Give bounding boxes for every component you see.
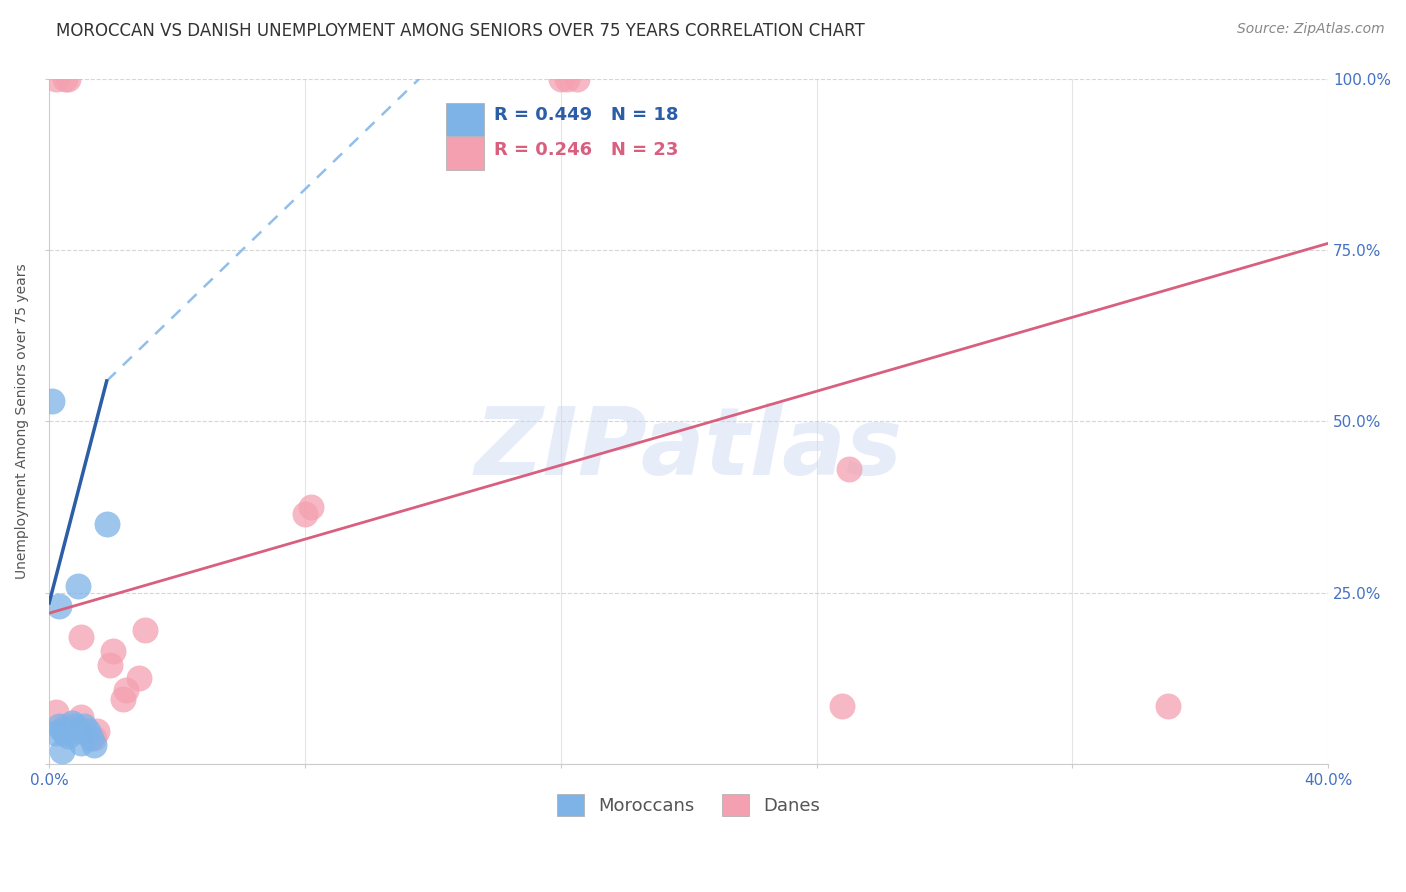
Point [53,726,76,740]
Point [299,500,322,514]
Point [53,719,76,733]
Point [58,730,80,744]
Point [831,698,853,713]
Point [111,691,134,706]
Point [134,624,156,638]
Point [96,517,118,532]
Point [60,715,83,730]
Point [115,682,138,697]
Text: MOROCCAN VS DANISH UNEMPLOYMENT AMONG SENIORS OVER 75 YEARS CORRELATION CHART: MOROCCAN VS DANISH UNEMPLOYMENT AMONG SE… [56,22,865,40]
Point [73,719,96,733]
Point [66,579,89,593]
Point [86,723,108,738]
Point [128,671,150,685]
Point [44,72,66,87]
Point [83,731,105,745]
Point [550,72,572,87]
Point [565,72,588,87]
Point [70,710,93,724]
Legend: Moroccans, Danes: Moroccans, Danes [550,787,828,823]
Point [294,507,316,521]
Point [51,723,73,737]
Text: ZIPatlas: ZIPatlas [475,403,903,495]
Point [70,736,93,750]
Point [98,657,121,672]
Text: R = 0.246   N = 23: R = 0.246 N = 23 [495,141,679,159]
FancyBboxPatch shape [446,137,484,170]
Point [70,630,93,644]
Point [48,719,70,733]
Y-axis label: Unemployment Among Seniors over 75 years: Unemployment Among Seniors over 75 years [15,264,30,579]
Point [555,72,578,87]
Point [101,644,124,658]
Point [44,726,66,740]
Point [58,72,80,87]
Point [80,731,103,745]
Point [76,723,98,738]
Text: R = 0.449   N = 18: R = 0.449 N = 18 [495,106,679,124]
Point [837,462,859,476]
Point [66,723,89,738]
Point [48,599,70,614]
Point [51,744,73,758]
Point [41,393,63,408]
Point [1157,698,1180,713]
FancyBboxPatch shape [446,103,484,136]
Point [83,738,105,752]
Point [53,72,76,87]
Text: Source: ZipAtlas.com: Source: ZipAtlas.com [1237,22,1385,37]
Point [63,719,86,733]
Point [44,706,66,720]
